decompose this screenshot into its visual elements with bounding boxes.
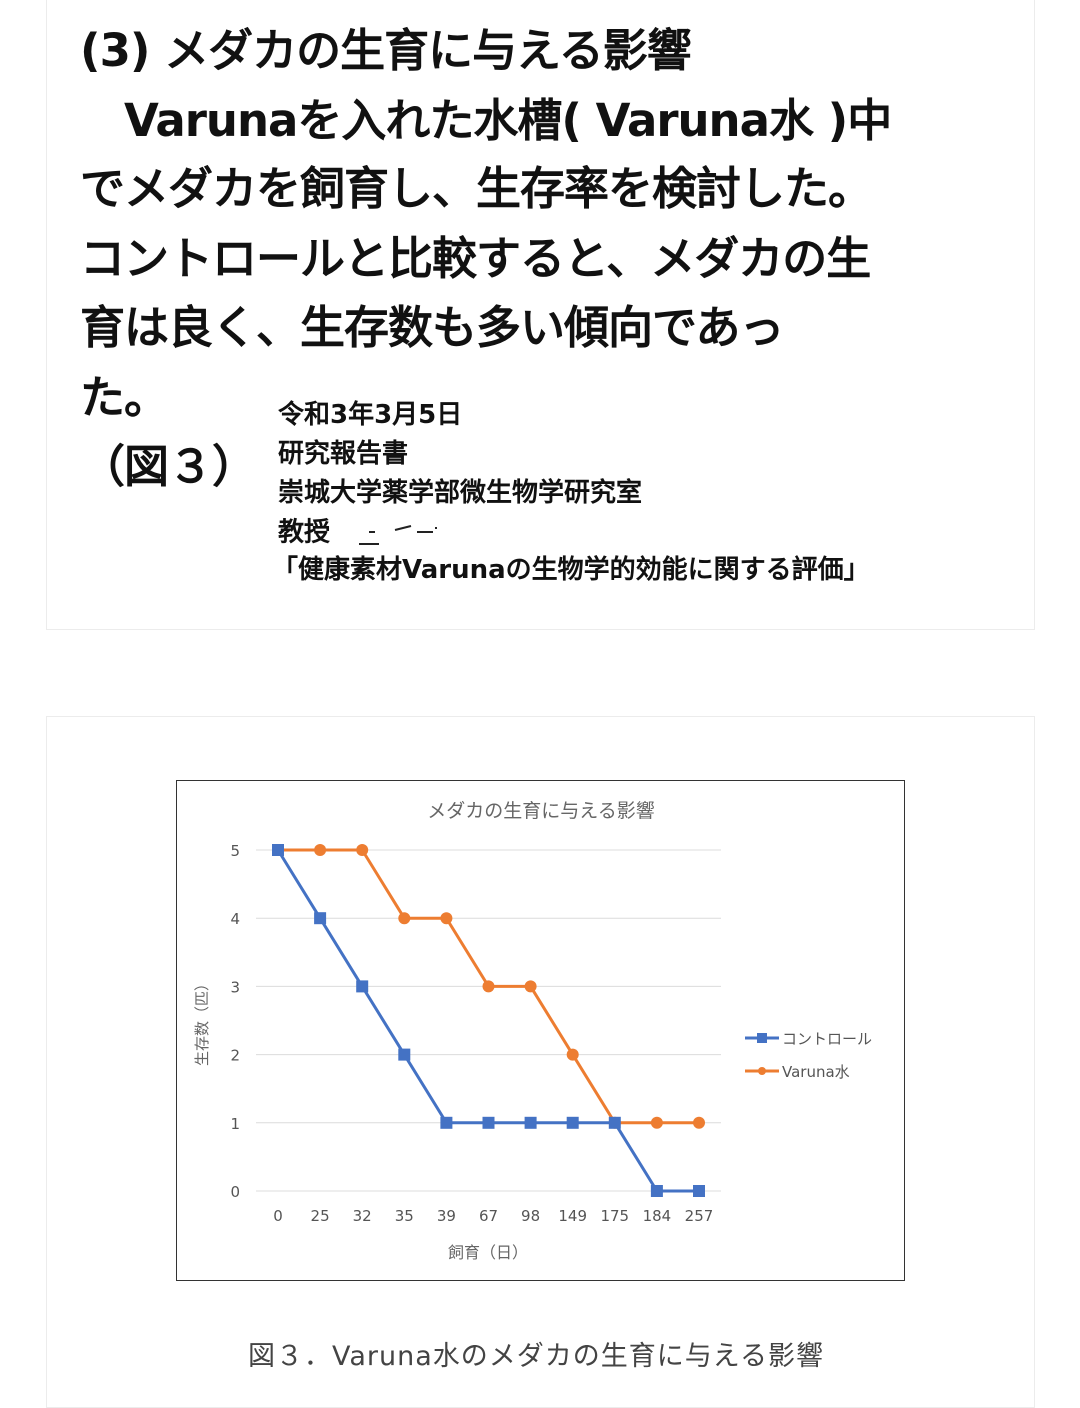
- y-tick-label: 0: [230, 1183, 240, 1201]
- x-tick-label: 35: [395, 1207, 414, 1225]
- redacted-name: [359, 525, 438, 545]
- data-point: [398, 912, 411, 925]
- y-axis-label: 生存数（匹）: [193, 976, 211, 1066]
- x-tick-label: 184: [643, 1207, 672, 1225]
- legend-label: コントロール: [782, 1030, 872, 1048]
- x-tick-label: 149: [558, 1207, 587, 1225]
- figure-reference: （図３）: [80, 440, 257, 493]
- report-professor: 教授: [278, 518, 479, 548]
- report-type: 研究報告書: [278, 439, 409, 469]
- data-point: [608, 1116, 621, 1129]
- report-text-card: [46, 0, 1035, 630]
- chart-frame: メダカの生育に与える影響 生存数（匹） 飼育（日） 0 1 2 3 4 5 0 25 32 35 3…: [176, 780, 905, 1281]
- x-tick-label: 257: [685, 1207, 714, 1225]
- y-tick-label: 1: [230, 1115, 240, 1133]
- legend-marker: [758, 1067, 766, 1075]
- x-tick-label: 175: [600, 1207, 629, 1225]
- x-tick-label: 39: [437, 1207, 456, 1225]
- figure-caption: 図３．Varuna水のメダカの生育に与える影響: [248, 1341, 824, 1372]
- data-point: [314, 844, 327, 856]
- x-tick-label: 25: [311, 1207, 330, 1225]
- x-tick-label: 98: [521, 1207, 540, 1225]
- data-point: [440, 1116, 453, 1129]
- data-point: [650, 1185, 663, 1197]
- data-point: [482, 1116, 495, 1129]
- chart-title: メダカの生育に与える影響: [427, 800, 654, 822]
- data-point: [398, 1048, 411, 1061]
- data-point: [693, 1185, 705, 1197]
- data-point: [524, 1116, 537, 1129]
- body-line: た。: [80, 371, 169, 424]
- x-tick-label: 67: [479, 1207, 498, 1225]
- body-line: コントロールと比較すると、メダカの生: [80, 232, 871, 285]
- data-point: [272, 844, 284, 856]
- legend-label: Varuna水: [782, 1063, 850, 1081]
- data-point: [524, 980, 537, 993]
- data-point: [440, 912, 453, 925]
- body-line: でメダカを飼育し、生存率を検討した。: [80, 162, 873, 215]
- report-title: 「健康素材Varunaの生物学的効能に関する評価」: [272, 555, 870, 585]
- survival-line-chart: メダカの生育に与える影響 生存数（匹） 飼育（日） 0 1 2 3 4 5 0 25 32 35 3…: [193, 800, 872, 1262]
- data-point: [356, 980, 369, 993]
- series-line-0: [276, 849, 699, 1193]
- y-tick-label: 4: [230, 910, 240, 928]
- data-point: [566, 1116, 579, 1129]
- data-point: [650, 1116, 663, 1129]
- y-tick-label: 3: [230, 978, 240, 996]
- x-tick-label: 0: [273, 1207, 283, 1225]
- x-tick-label: 32: [353, 1207, 372, 1225]
- report-lab: 崇城大学薬学部微生物学研究室: [278, 478, 643, 508]
- legend-marker: [757, 1033, 767, 1043]
- data-point: [314, 912, 327, 925]
- body-line: Varunaを入れた水槽( Varuna水 )中: [80, 94, 892, 147]
- body-line: 育は良く、生存数も多い傾向であっ: [80, 301, 785, 354]
- data-point: [356, 844, 369, 856]
- report-date: 令和3年3月5日: [278, 400, 463, 430]
- data-point: [482, 980, 495, 993]
- professor-label: 教授: [278, 517, 331, 548]
- data-point: [693, 1116, 705, 1129]
- y-tick-label: 5: [230, 842, 240, 860]
- y-tick-label: 2: [230, 1047, 240, 1065]
- data-point: [566, 1048, 579, 1061]
- section-heading: (3) メダカの生育に与える影響: [80, 24, 692, 77]
- x-axis-label: 飼育（日）: [448, 1243, 528, 1262]
